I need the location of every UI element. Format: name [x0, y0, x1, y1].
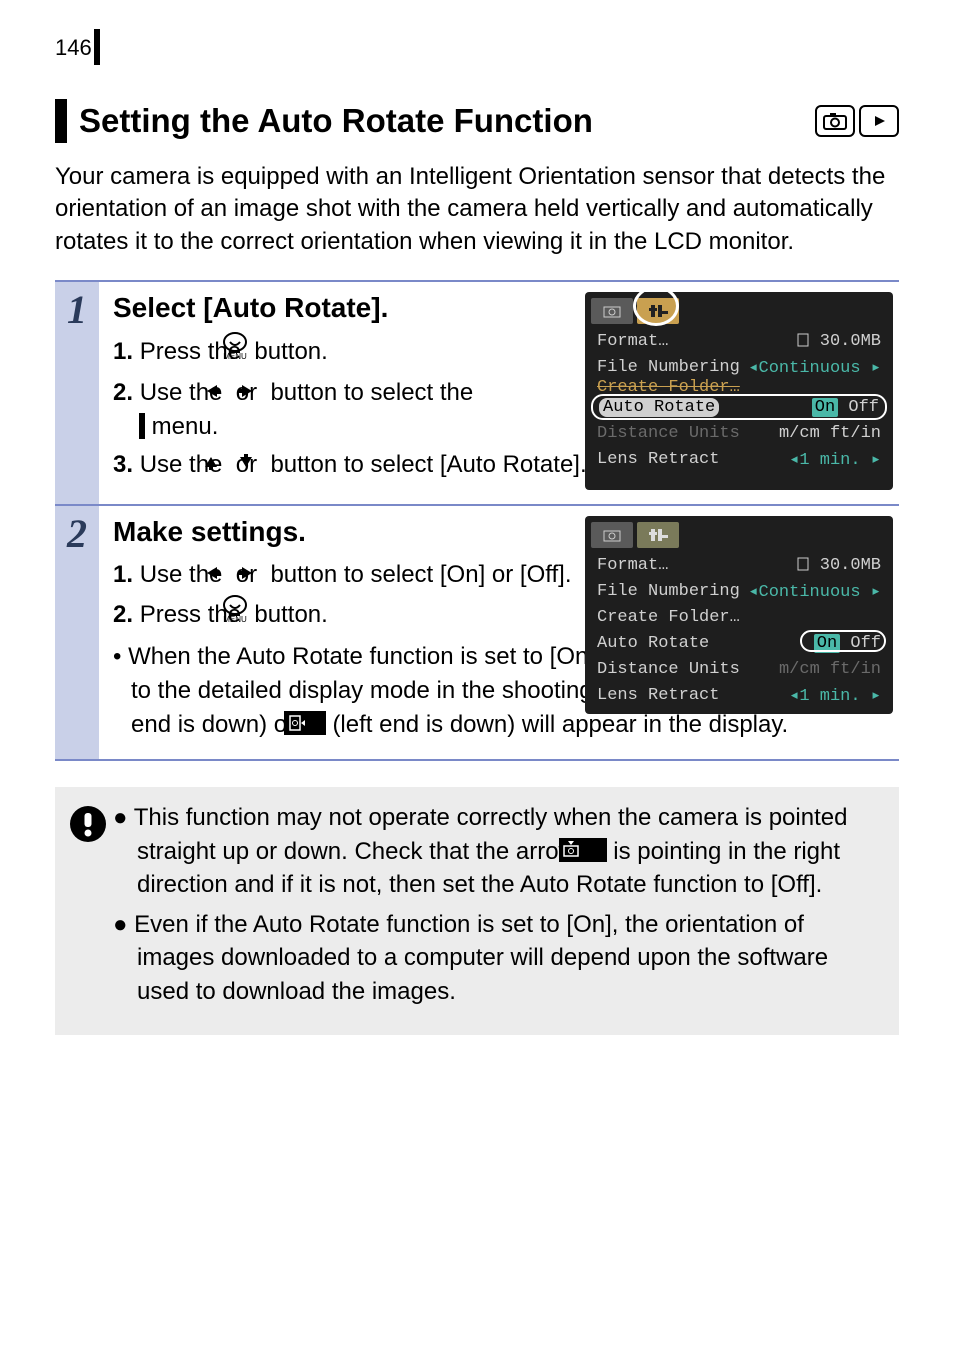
page-marker	[94, 29, 100, 65]
playback-mode-icon	[859, 105, 899, 137]
lcd-tab-camera	[591, 298, 633, 324]
lcd-value: Continuous	[759, 583, 861, 602]
lcd-label: Distance Units	[597, 660, 740, 679]
lcd-value: 1 min.	[799, 451, 860, 470]
highlight-circle	[633, 286, 679, 326]
substep-num: 3.	[113, 451, 133, 478]
page-title: Setting the Auto Rotate Function	[79, 102, 815, 140]
page-number: 146	[55, 35, 92, 61]
step-number-cell: 2	[55, 506, 99, 759]
lcd-label: Distance Units	[597, 424, 740, 443]
text: button to select the	[270, 379, 473, 406]
caution-icon	[69, 801, 113, 1015]
title-row: Setting the Auto Rotate Function	[55, 99, 899, 143]
lcd-label: Format…	[597, 332, 668, 351]
title-accent-bar	[55, 99, 67, 143]
mode-icons	[815, 105, 899, 137]
lcd-label: Lens Retract	[597, 450, 719, 469]
lcd-row: Auto RotateOn Off	[591, 630, 887, 656]
lcd-label: Create Folder…	[597, 378, 740, 397]
text: Even if the Auto Rotate function is set …	[134, 911, 828, 1005]
lcd-screenshot-2: Format… 30.0MB File Numbering◂Continuous…	[585, 516, 893, 714]
lcd-value: 1 min.	[799, 687, 860, 706]
text: button.	[254, 338, 327, 365]
lcd-label: File Numbering	[597, 582, 740, 601]
step-row: 1 Select [Auto Rotate]. 1. Press the MEN…	[55, 282, 899, 506]
svg-text:MENU: MENU	[223, 352, 247, 360]
step-row: 2 Make settings. 1. Use the or button to…	[55, 506, 899, 759]
lcd-label: Auto Rotate	[597, 634, 709, 653]
intro-text: Your camera is equipped with an Intellig…	[55, 161, 899, 258]
lcd-value: m/cm ft/in	[779, 660, 881, 679]
page-header: 146	[55, 35, 899, 65]
substep-num: 2.	[113, 601, 133, 628]
text: (left end is down) will appear in the di…	[332, 711, 788, 738]
lcd-highlighted-row: Auto Rotate On Off	[591, 394, 887, 420]
lcd-value: m/cm ft/in	[779, 424, 881, 443]
text: button to select [On] or [Off].	[270, 561, 571, 588]
lcd-value: Off	[848, 398, 879, 417]
highlight-oval	[800, 630, 886, 652]
text: button to select [Auto Rotate].	[270, 451, 586, 478]
lcd-label: Lens Retract	[597, 686, 719, 705]
caution-note: ● This function may not operate correctl…	[55, 787, 899, 1035]
step-number-cell: 1	[55, 282, 99, 504]
note-item: ● Even if the Auto Rotate function is se…	[113, 908, 879, 1009]
note-body: ● This function may not operate correctl…	[113, 801, 879, 1015]
step-number: 1	[55, 286, 99, 333]
lcd-value: On	[812, 398, 838, 417]
text: menu.	[152, 413, 219, 440]
lcd-label: Format…	[597, 556, 668, 575]
step-body: Make settings. 1. Use the or button to s…	[99, 506, 899, 759]
camera-mode-icon	[815, 105, 855, 137]
svg-text:MENU: MENU	[223, 615, 247, 623]
orientation-left-icon	[302, 711, 326, 735]
lcd-screenshot-1: Format… 30.0MB File Numbering◂Continuous…	[585, 292, 893, 490]
substep-num: 1.	[113, 561, 133, 588]
lcd-value: 30.0MB	[820, 332, 881, 351]
steps-container: 1 Select [Auto Rotate]. 1. Press the MEN…	[55, 280, 899, 761]
setup-menu-icon	[139, 413, 145, 438]
note-item: ● This function may not operate correctl…	[113, 801, 879, 902]
step-body: Select [Auto Rotate]. 1. Press the MENU …	[99, 282, 899, 504]
orientation-normal-icon	[583, 838, 607, 862]
lcd-value: 30.0MB	[820, 556, 881, 575]
substep-num: 1.	[113, 338, 133, 365]
lcd-tab-camera	[591, 522, 633, 548]
step-number: 2	[55, 510, 99, 557]
substep-num: 2.	[113, 379, 133, 406]
lcd-label: Create Folder…	[597, 608, 740, 627]
lcd-label: File Numbering	[597, 358, 740, 377]
lcd-label: Auto Rotate	[599, 398, 719, 417]
lcd-tab-setup	[637, 522, 679, 548]
text: button.	[254, 601, 327, 628]
lcd-value: Continuous	[759, 359, 861, 378]
